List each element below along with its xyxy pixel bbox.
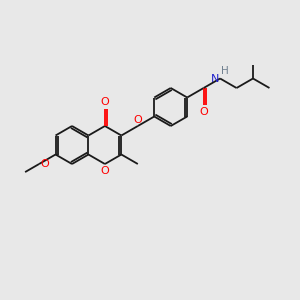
Text: H: H bbox=[221, 67, 229, 76]
Text: O: O bbox=[100, 166, 109, 176]
Text: O: O bbox=[134, 115, 142, 125]
Text: N: N bbox=[211, 74, 219, 83]
Text: O: O bbox=[199, 106, 208, 117]
Text: O: O bbox=[100, 98, 109, 107]
Text: O: O bbox=[40, 159, 49, 169]
